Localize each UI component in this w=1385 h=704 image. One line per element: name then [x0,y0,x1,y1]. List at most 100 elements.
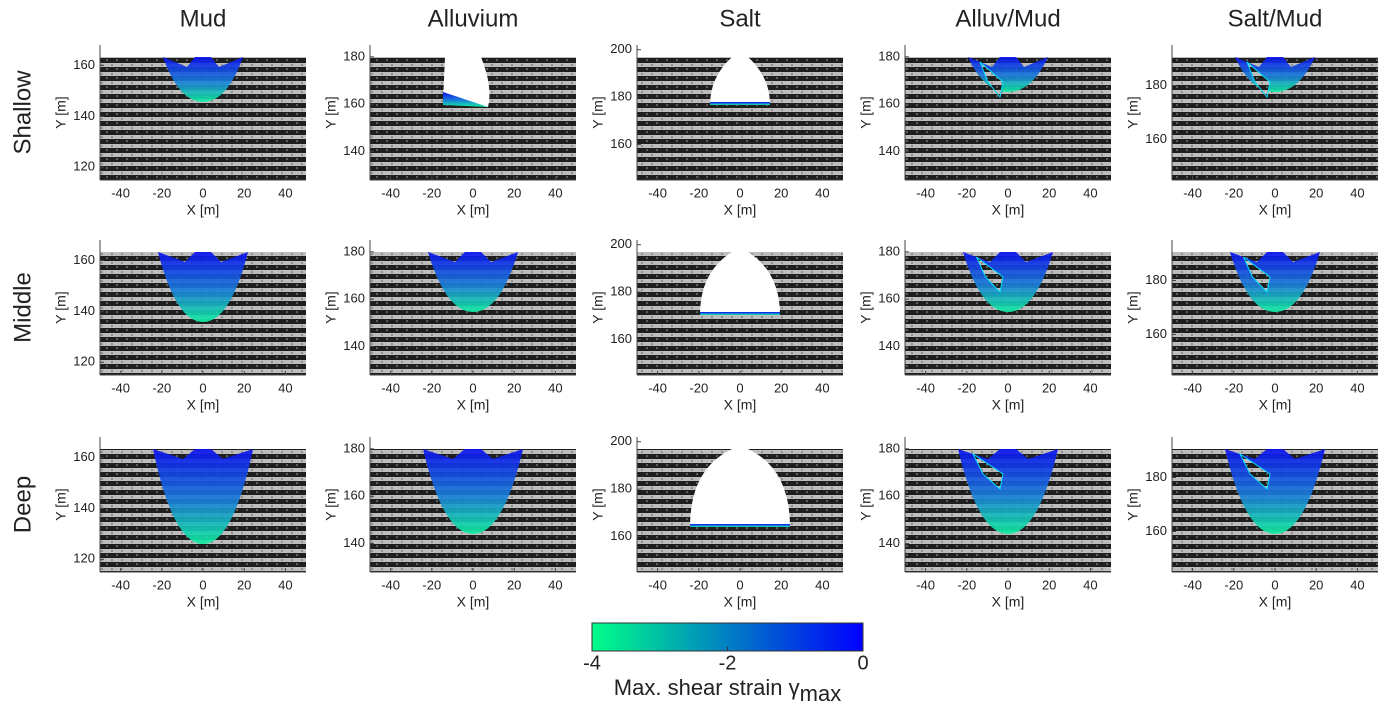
y-tick-label: 140 [73,500,95,515]
tilted-block [1238,452,1271,490]
x-axis-label: X [m] [187,397,220,413]
x-tick-label: -20 [689,577,708,592]
column-title: Salt [719,5,761,32]
y-tick-label: 160 [610,528,632,543]
colorbar-label-text: Max. shear strain γ [614,675,800,700]
x-tick-label: 20 [774,577,788,592]
row-label: Middle [9,272,36,343]
y-axis-label: Y [m] [53,291,69,323]
x-tick-label: 0 [1004,577,1011,592]
x-tick-label: 0 [736,380,743,395]
x-axis-label: X [m] [724,594,757,610]
x-tick-label: -40 [916,380,935,395]
y-tick-label: 160 [610,331,632,346]
tilted-block [1246,61,1271,99]
x-tick-label: 0 [1004,185,1011,200]
x-tick-label: 20 [507,185,521,200]
x-axis-label: X [m] [457,202,490,218]
y-axis-label: Y [m] [323,291,339,323]
x-tick-label: -20 [1224,185,1243,200]
cavity [710,57,770,105]
x-tick-label: 0 [469,577,476,592]
x-tick-label: -40 [111,380,130,395]
x-tick-label: 20 [1309,380,1323,395]
y-tick-label: 160 [73,252,95,267]
x-tick-label: 20 [1309,577,1323,592]
y-axis-label: Y [m] [858,291,874,323]
x-tick-label: 40 [815,380,829,395]
y-axis-label: Y [m] [590,291,606,323]
shear-zone [690,524,790,527]
y-tick-label: 140 [73,108,95,123]
y-tick-label: 160 [343,488,365,503]
x-tick-label: 40 [548,577,562,592]
x-axis-label: X [m] [1259,594,1292,610]
x-tick-label: 40 [548,185,562,200]
shear-zone [423,449,523,534]
y-tick-label: 180 [343,440,365,455]
x-tick-label: -40 [916,577,935,592]
x-tick-label: 40 [278,185,292,200]
shear-zone [710,102,770,105]
colorbar-tick-label: -2 [719,652,737,674]
colorbar-tick-label: 0 [857,652,868,674]
x-axis-label: X [m] [1259,397,1292,413]
y-tick-label: 180 [1145,469,1167,484]
x-tick-label: 40 [815,185,829,200]
y-tick-label: 160 [73,449,95,464]
x-tick-label: 20 [237,185,251,200]
tilted-block [976,256,1004,294]
column-title: Alluvium [428,5,519,32]
tilted-block [979,61,1004,99]
x-tick-label: 40 [1350,380,1364,395]
x-tick-label: -40 [381,380,400,395]
x-axis-label: X [m] [724,397,757,413]
x-tick-label: 0 [1271,577,1278,592]
x-tick-label: 40 [1350,577,1364,592]
x-tick-label: -20 [152,577,171,592]
x-tick-label: 0 [1271,185,1278,200]
y-tick-label: 180 [610,481,632,496]
y-axis-label: Y [m] [53,96,69,128]
column-title: Alluv/Mud [955,5,1060,32]
y-tick-label: 200 [610,236,632,251]
x-tick-label: -40 [1183,185,1202,200]
x-tick-label: -40 [1183,577,1202,592]
x-tick-label: -20 [689,185,708,200]
x-tick-label: -20 [1224,380,1243,395]
x-tick-label: 20 [1042,380,1056,395]
colorbar-tick-label: -4 [583,652,601,674]
x-tick-label: 20 [1042,185,1056,200]
y-tick-label: 200 [610,41,632,56]
x-axis-label: X [m] [992,202,1025,218]
x-axis-label: X [m] [457,594,490,610]
y-tick-label: 180 [1145,77,1167,92]
x-tick-label: 20 [774,380,788,395]
y-tick-label: 160 [343,291,365,306]
y-tick-label: 140 [878,338,900,353]
y-tick-label: 180 [610,284,632,299]
y-axis-label: Y [m] [858,96,874,128]
y-tick-label: 160 [878,488,900,503]
y-tick-label: 160 [610,136,632,151]
x-tick-label: -40 [381,577,400,592]
y-tick-label: 180 [343,243,365,258]
x-tick-label: -40 [111,185,130,200]
y-tick-label: 160 [1145,523,1167,538]
x-axis-label: X [m] [992,397,1025,413]
y-axis-label: Y [m] [1125,488,1141,520]
x-tick-label: 40 [1350,185,1364,200]
y-tick-label: 140 [878,535,900,550]
x-tick-label: 40 [815,577,829,592]
y-tick-label: 180 [878,243,900,258]
cavity [443,57,490,107]
x-tick-label: -20 [1224,577,1243,592]
y-tick-label: 180 [610,89,632,104]
x-tick-label: 0 [199,577,206,592]
colorbar-label: Max. shear strain γmax [614,675,841,704]
column-title: Salt/Mud [1228,5,1323,32]
x-axis-label: X [m] [992,594,1025,610]
x-tick-label: 0 [469,185,476,200]
y-axis-label: Y [m] [53,488,69,520]
